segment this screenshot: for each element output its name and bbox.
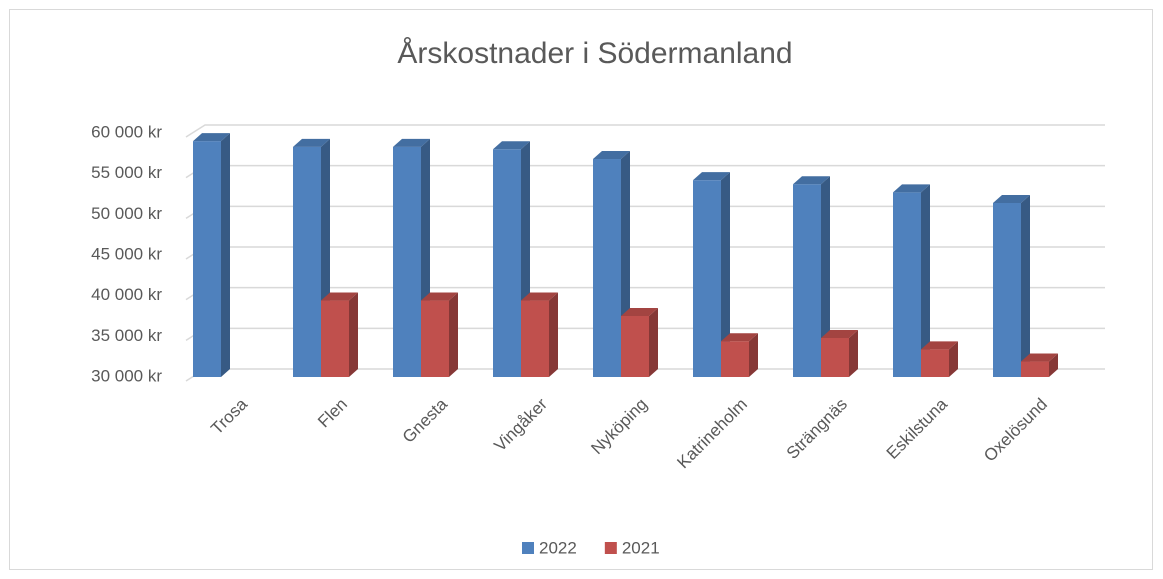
bar-top [593, 151, 630, 160]
bar-front [593, 159, 621, 377]
bar [993, 194, 1030, 377]
y-tick-label: 30 000 kr [91, 366, 162, 385]
bar-top [893, 184, 930, 193]
bar-top [321, 292, 358, 301]
bar-side [221, 133, 230, 377]
bar-front [993, 202, 1021, 377]
bar-side [949, 341, 958, 377]
bar-front [821, 337, 849, 377]
bar-side [821, 176, 830, 377]
chart-title: Årskostnader i Södermanland [397, 37, 792, 70]
bar [721, 333, 758, 377]
bar [421, 292, 458, 377]
bar-front [621, 316, 649, 377]
bar [393, 138, 430, 377]
bar [1021, 353, 1058, 377]
bar-top [293, 138, 330, 147]
bar-front [893, 192, 921, 377]
bar-front [1021, 361, 1049, 377]
y-tick-label: 40 000 kr [91, 285, 162, 304]
y-tick-label: 60 000 kr [91, 122, 162, 141]
bar-top [521, 292, 558, 301]
bar-top [921, 341, 958, 350]
bar-front [493, 149, 521, 377]
bar-top [393, 138, 430, 147]
bar-side [921, 184, 930, 377]
bar-front [921, 349, 949, 377]
bar [193, 133, 230, 377]
bar-front [521, 300, 549, 377]
bar-side [649, 308, 658, 377]
bar-side [749, 333, 758, 377]
bar [793, 176, 830, 377]
chart-border [9, 9, 1153, 570]
bar-side [549, 292, 558, 377]
bar-top [993, 194, 1030, 203]
legend-label: 2022 [539, 538, 577, 557]
bar [593, 151, 630, 377]
bar-top [1021, 353, 1058, 362]
bar-front [193, 141, 221, 377]
y-tick-label: 55 000 kr [91, 163, 162, 182]
legend-swatch [522, 542, 534, 554]
bar [693, 172, 730, 377]
bar-top [693, 172, 730, 181]
bar-front [721, 341, 749, 377]
y-tick-label: 50 000 kr [91, 204, 162, 223]
bar [521, 292, 558, 377]
bar-side [1021, 194, 1030, 377]
bar-side [449, 292, 458, 377]
bar-top [193, 133, 230, 142]
bar-front [693, 180, 721, 377]
bar-top [621, 308, 658, 316]
bar-top [721, 333, 758, 342]
bar [293, 138, 330, 377]
bar-front [321, 300, 349, 377]
bar-side [1049, 353, 1058, 377]
legend-label: 2021 [622, 538, 660, 557]
bar [321, 292, 358, 377]
bar [921, 341, 958, 377]
bar-side [349, 292, 358, 377]
y-tick-label: 45 000 kr [91, 244, 162, 263]
bar-top [493, 141, 530, 150]
bar [893, 184, 930, 377]
bar [621, 308, 658, 377]
bar-side [721, 172, 730, 377]
bar-front [421, 300, 449, 377]
bar-top [821, 329, 858, 338]
grid-line [185, 124, 1105, 138]
bar-front [793, 184, 821, 377]
y-tick-label: 35 000 kr [91, 326, 162, 345]
legend-swatch [604, 542, 617, 554]
bar-top [793, 176, 830, 185]
bar-side [849, 329, 858, 377]
bar [821, 329, 858, 377]
bar-front [293, 146, 321, 377]
bar-top [421, 292, 458, 301]
bar-front [393, 146, 421, 377]
